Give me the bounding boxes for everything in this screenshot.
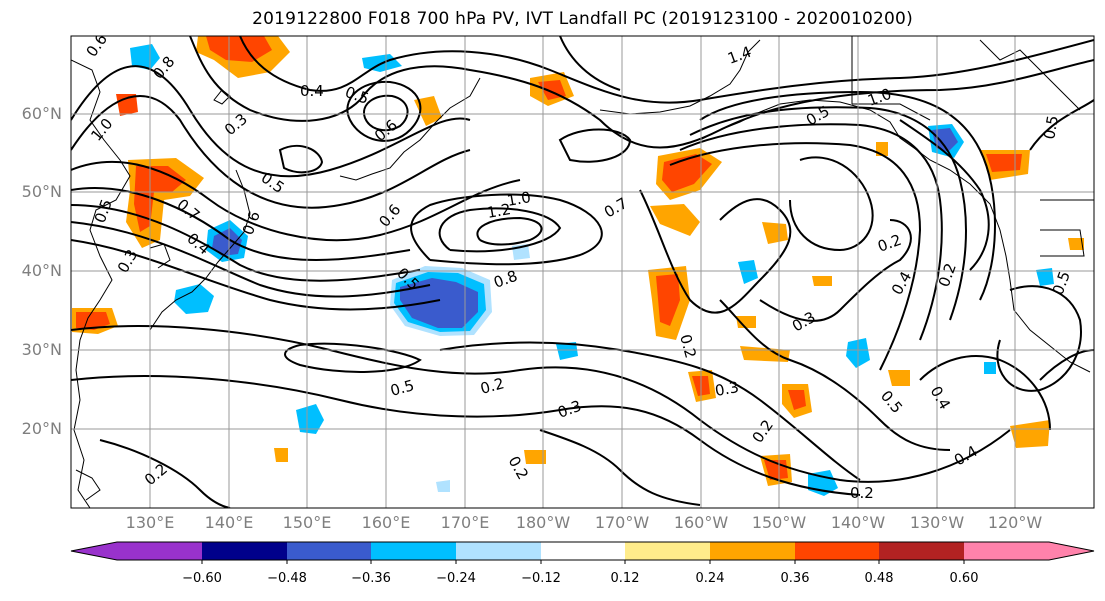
colorbar-tick-label: −0.12 [521,571,561,586]
colorbar-segment [202,542,287,560]
colorbar-tick-label: −0.48 [267,571,307,586]
colorbar-tick-label: 0.60 [949,571,979,586]
colorbar [70,541,1095,564]
colorbar-segment [710,542,795,560]
lat-label: 50°N [21,182,62,201]
colorbar-outline [70,541,1095,561]
colorbar-segment [625,542,710,560]
colorbar-segment [541,542,625,560]
colorbar-tick-label: 0.12 [610,571,640,586]
contour-label: 0.5 [388,376,416,400]
pv-contours [71,36,1094,508]
colorbar-segment [117,542,202,560]
map-plot-area: 0.6 0.8 1.0 0.5 0.7 0.4 0.3 0.5 0.6 0.4 … [71,36,1094,508]
lon-label: 120°W [987,513,1043,532]
lon-label: 160°W [673,513,729,532]
lat-label: 60°N [21,104,62,123]
lon-label: 170°W [594,513,650,532]
contour-label: 0.2 [478,374,506,398]
lon-label: 140°E [204,513,254,532]
colorbar-tick-label: 0.24 [695,571,725,586]
contour-label: 0.4 [300,82,324,100]
lat-label: 30°N [21,340,62,359]
contour-label: 1.0 [506,188,533,210]
map-frame [70,35,1095,509]
colorbar-extend-low [71,542,117,560]
coastlines [71,36,1094,508]
colorbar-segment [287,542,371,560]
colorbar-tick-label: 0.48 [864,571,894,586]
contour-label: 0.2 [850,484,874,502]
lon-label: 180°W [515,513,571,532]
lat-label: 20°N [21,419,62,438]
colorbar-extend-high [1049,542,1094,560]
lon-label: 140°W [830,513,886,532]
colorbar-segment [964,542,1049,560]
lon-label: 160°E [361,513,411,532]
contour-label: 0.3 [714,378,741,400]
contour-label: 0.2 [676,332,700,360]
colorbar-segment [456,542,541,560]
lon-label: 130°E [125,513,175,532]
contour-label: 1.2 [486,200,513,222]
lat-label: 40°N [21,261,62,280]
lat-lon-grid [71,36,1094,508]
lon-label: 170°E [440,513,490,532]
lon-label: 150°W [751,513,807,532]
lon-label: 130°W [909,513,965,532]
contour-label: 0.5 [1040,114,1062,141]
colorbar-segment [795,542,879,560]
map-title: 2019122800 F018 700 hPa PV, IVT Landfall… [252,9,913,29]
colorbar-tick-label: −0.24 [436,571,476,586]
colorbar-tick-label: −0.60 [182,571,222,586]
colorbar-segment [371,542,456,560]
colorbar-tick-label: −0.36 [351,571,391,586]
colorbar-segment [879,542,964,560]
lon-label: 150°E [282,513,332,532]
colorbar-tick-label: 0.36 [780,571,810,586]
